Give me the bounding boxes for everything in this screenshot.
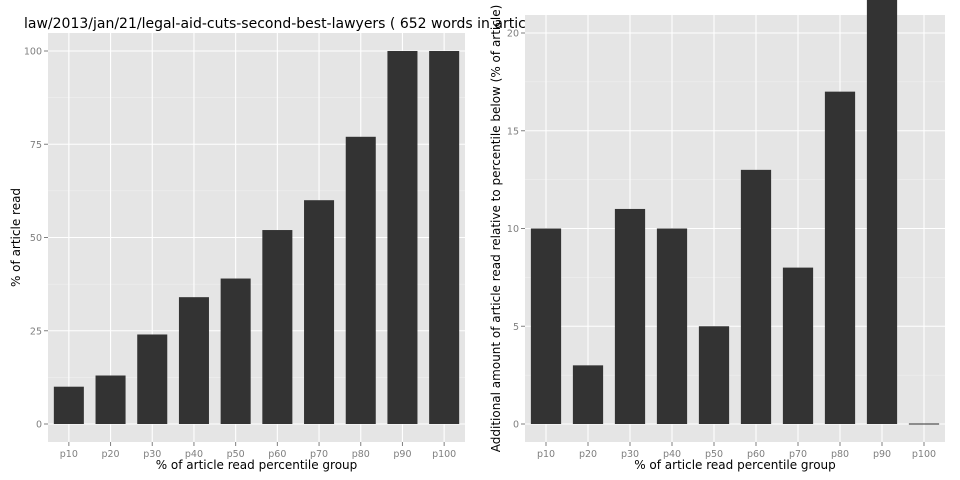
- left-bar-p60: [262, 230, 293, 424]
- x-tick-label: p30: [621, 449, 639, 460]
- x-tick-label: p20: [101, 449, 119, 460]
- x-tick-label: p70: [789, 449, 807, 460]
- y-tick-label: 5: [513, 322, 519, 333]
- x-tick-label: p40: [663, 449, 681, 460]
- right-bar-p20: [572, 365, 604, 424]
- x-tick-label: p50: [705, 449, 723, 460]
- left-bar-p90: [387, 51, 418, 424]
- left-y-axis-label: % of article read: [9, 188, 23, 287]
- y-tick-label: 100: [24, 47, 42, 58]
- y-tick-label: 75: [30, 140, 42, 151]
- x-tick-label: p40: [185, 449, 203, 460]
- right-y-ticks: 0 5 10 15 20: [507, 29, 525, 431]
- right-bar-p90: [866, 0, 898, 424]
- right-bar-p40: [656, 228, 688, 424]
- y-tick-label: 10: [507, 224, 519, 235]
- x-tick-label: p50: [227, 449, 245, 460]
- left-bar-p100: [429, 51, 460, 424]
- x-tick-label: p60: [268, 449, 286, 460]
- right-chart: 0 5 10 15 20 p10 p20 p30 p40 p50 p60 p70 p80 p90 p100…: [489, 0, 945, 472]
- y-tick-label: 25: [30, 326, 42, 337]
- left-bar-p40: [178, 297, 209, 424]
- left-bar-p20: [95, 375, 126, 424]
- right-bar-p80: [824, 91, 856, 425]
- x-tick-label: p60: [747, 449, 765, 460]
- y-tick-label: 0: [513, 420, 519, 431]
- left-bar-p70: [304, 200, 335, 424]
- right-x-axis-label: % of article read percentile group: [634, 458, 836, 472]
- right-bars: [530, 0, 940, 425]
- left-y-ticks: 0 25 50 75 100: [24, 47, 48, 431]
- x-tick-label: p10: [60, 449, 78, 460]
- right-y-axis-label: Additional amount of article read relati…: [489, 5, 503, 453]
- x-tick-label: p20: [579, 449, 597, 460]
- x-tick-label: p70: [310, 449, 328, 460]
- x-tick-label: p80: [831, 449, 849, 460]
- x-tick-label: p80: [352, 449, 370, 460]
- y-tick-label: 15: [507, 126, 519, 137]
- right-bar-p100: [908, 423, 940, 425]
- x-tick-label: p30: [143, 449, 161, 460]
- left-chart-title: law/2013/jan/21/legal-aid-cuts-second-be…: [24, 16, 526, 32]
- x-tick-label: p100: [912, 449, 936, 460]
- left-x-axis-label: % of article read percentile group: [156, 458, 358, 472]
- y-tick-label: 50: [30, 233, 42, 244]
- left-bar-p30: [137, 334, 168, 424]
- y-tick-label: 0: [36, 420, 42, 431]
- left-bar-p50: [220, 278, 251, 424]
- x-tick-label: p10: [537, 449, 555, 460]
- left-bar-p80: [345, 136, 376, 425]
- left-bars: [53, 51, 460, 425]
- right-bar-p50: [698, 326, 730, 424]
- right-bar-p70: [782, 267, 814, 424]
- right-bar-p60: [740, 169, 772, 424]
- right-x-ticks: p10 p20 p30 p40 p50 p60 p70 p80 p90 p100: [537, 442, 936, 460]
- x-tick-label: p100: [432, 449, 456, 460]
- right-bar-p10: [530, 228, 562, 424]
- left-x-ticks: p10 p20 p30 p40 p50 p60 p70 p80 p90 p100: [60, 442, 456, 460]
- x-tick-label: p90: [393, 449, 411, 460]
- y-tick-label: 20: [507, 29, 519, 40]
- x-tick-label: p90: [873, 449, 891, 460]
- left-bar-p10: [53, 386, 84, 424]
- right-bar-p30: [614, 208, 646, 424]
